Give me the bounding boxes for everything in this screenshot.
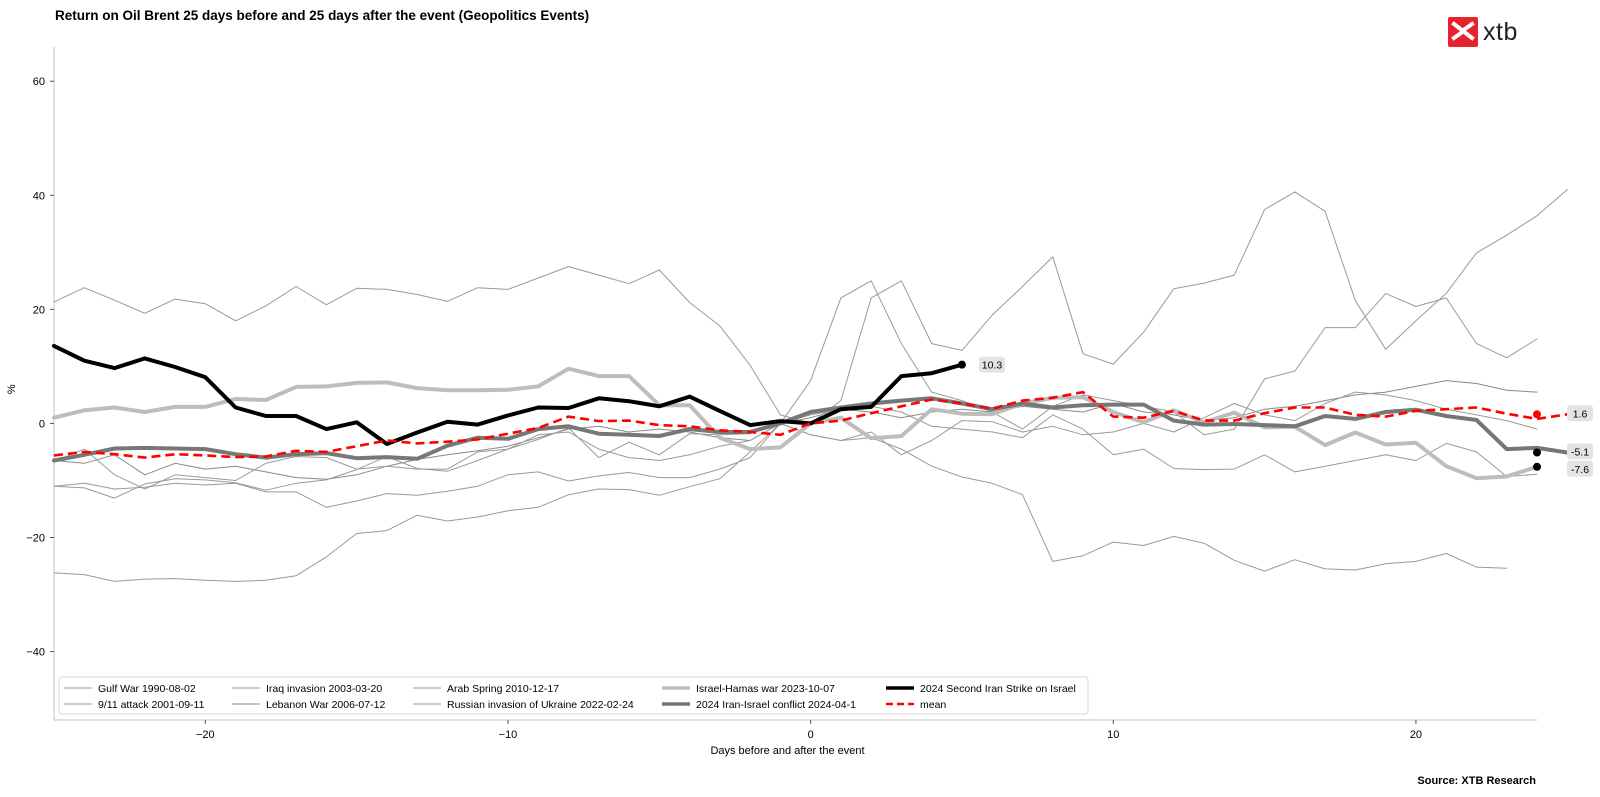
axes: 60 40 20 0 −20 −40 −20 −10 0 10 20 Days before and … [6, 47, 1537, 757]
xtb-logo-icon [1448, 17, 1478, 47]
legend-label: Iraq invasion 2003-03-20 [266, 683, 382, 695]
end-label-box [978, 356, 1005, 373]
series-line-gulf-war-1990-08-02 [53, 189, 1568, 424]
series-line-2024-iran-israel-conflict-2024-04-1 [52, 396, 1570, 463]
end-label: -5.1 [1571, 447, 1589, 459]
y-tick-label: 40 [33, 190, 45, 202]
end-label-box [1567, 443, 1593, 460]
end-marker [957, 360, 966, 369]
end-value-labels: 10.3 1.6 -5.1 -7.6 [957, 356, 1593, 477]
end-label: 1.6 [1573, 408, 1588, 420]
series-line-russian-invasion-of-ukraine-2022-02-24 [53, 280, 1538, 499]
legend: Gulf War 1990-08-02 9/11 attack 2001-09-1… [58, 676, 1089, 715]
end-label: -7.6 [1571, 464, 1589, 476]
legend-label: 2024 Second Iran Strike on Israel [920, 683, 1076, 695]
end-marker [1533, 410, 1541, 419]
series-line-2024-second-iran-strike-on-israel [52, 343, 964, 446]
end-marker [1533, 462, 1541, 471]
y-tick-label: −20 [26, 532, 45, 544]
y-tick-label: 0 [39, 418, 45, 430]
x-tick-label: −10 [499, 729, 518, 741]
x-tick-label: 20 [1410, 729, 1422, 741]
x-tick-label: −20 [196, 729, 215, 741]
legend-label: Gulf War 1990-08-02 [98, 683, 196, 695]
legend-label: Arab Spring 2010-12-17 [447, 683, 559, 695]
end-label-box [1567, 460, 1593, 477]
end-marker [1533, 448, 1541, 457]
x-tick-label: 0 [808, 729, 814, 741]
end-label-box [1567, 405, 1593, 422]
xtb-logo: xtb [1448, 17, 1518, 47]
series-lines [52, 189, 1570, 582]
y-axis-title: % [6, 384, 18, 394]
x-tick-label: 10 [1107, 729, 1119, 741]
y-tick-label: 20 [33, 304, 45, 316]
y-tick-label: 60 [33, 76, 45, 88]
end-label: 10.3 [982, 360, 1003, 372]
legend-label: Russian invasion of Ukraine 2022-02-24 [447, 699, 634, 711]
x-axis-title: Days before and after the event [710, 745, 864, 757]
series-line-mean [53, 390, 1568, 459]
legend-label: Lebanon War 2006-07-12 [266, 699, 385, 711]
logo-text: xtb [1483, 17, 1518, 46]
legend-label: mean [920, 699, 946, 711]
legend-label: Israel-Hamas war 2023-10-07 [696, 683, 835, 695]
legend-label: 9/11 attack 2001-09-11 [98, 699, 205, 711]
legend-box [58, 676, 1089, 715]
chart-title: Return on Oil Brent 25 days before and 2… [55, 8, 590, 23]
source-note: Source: XTB Research [1417, 775, 1536, 787]
legend-label: 2024 Iran-Israel conflict 2024-04-1 [696, 699, 856, 711]
y-tick-label: −40 [26, 647, 45, 659]
